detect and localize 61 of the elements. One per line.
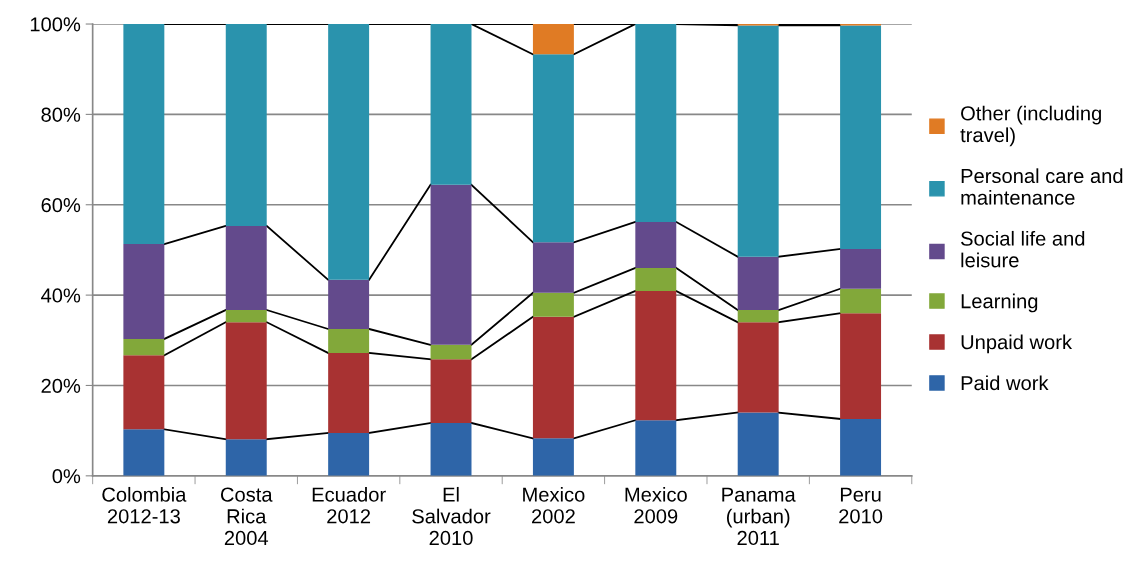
legend-label: Learning <box>961 293 1038 313</box>
bar <box>840 418 882 476</box>
legend-label: Other (including travel) <box>960 105 1101 147</box>
bar <box>328 329 370 353</box>
bar <box>635 268 677 292</box>
bar <box>840 288 882 314</box>
bar <box>430 422 472 476</box>
bar <box>123 355 165 430</box>
bar <box>328 352 370 433</box>
x-tick-label: Mexico 2002 <box>523 486 585 524</box>
bar <box>737 256 779 311</box>
bar <box>328 432 370 476</box>
bar <box>737 310 779 323</box>
bar <box>737 322 779 413</box>
bar <box>840 313 882 419</box>
x-tick-label: Mexico 2009 <box>625 486 687 524</box>
y-tick-label: 60% <box>41 197 81 213</box>
bar <box>328 279 370 329</box>
bar <box>532 438 574 476</box>
bar <box>532 242 574 293</box>
bar <box>635 24 677 222</box>
bar <box>635 420 677 476</box>
y-tick-label: 100% <box>30 17 81 32</box>
bar <box>123 24 165 245</box>
bar <box>430 359 472 423</box>
bar <box>225 225 267 311</box>
bar <box>225 322 267 440</box>
legend-label: Unpaid work <box>961 334 1073 354</box>
y-tick-label: 40% <box>41 288 81 303</box>
legend-label: Paid work <box>961 375 1049 391</box>
bar <box>430 24 472 185</box>
bar <box>737 412 779 476</box>
bar <box>840 249 882 289</box>
legend-label: Personal care and maintenance <box>961 168 1123 205</box>
x-tick-label: El Salvador 2010 <box>412 486 491 546</box>
y-tick-label: 0% <box>52 469 81 484</box>
bar <box>328 24 370 280</box>
bar <box>532 54 574 243</box>
bar <box>635 221 677 268</box>
bar <box>225 24 267 226</box>
bar <box>737 25 779 257</box>
y-tick-label: 20% <box>41 378 81 393</box>
x-tick-label: Colombia 2012-13 <box>102 486 187 524</box>
bar <box>532 316 574 439</box>
bar <box>430 184 472 345</box>
x-tick-label: Ecuador 2012 <box>312 486 386 524</box>
y-tick-label: 80% <box>41 107 81 122</box>
bar <box>123 338 165 356</box>
bar <box>840 25 882 250</box>
bar <box>225 310 267 323</box>
bar <box>123 244 165 339</box>
bar <box>225 439 267 476</box>
bar <box>532 292 574 317</box>
bar <box>532 24 574 55</box>
x-tick-label: Peru 2010 <box>839 487 883 524</box>
bar <box>635 291 677 421</box>
legend-label: Social life and leisure <box>961 230 1085 268</box>
x-tick-label: Costa Rica 2004 <box>220 487 273 546</box>
bar <box>430 344 472 360</box>
x-tick-label: Panama (urban) 2011 <box>722 487 796 546</box>
bar <box>123 429 165 476</box>
